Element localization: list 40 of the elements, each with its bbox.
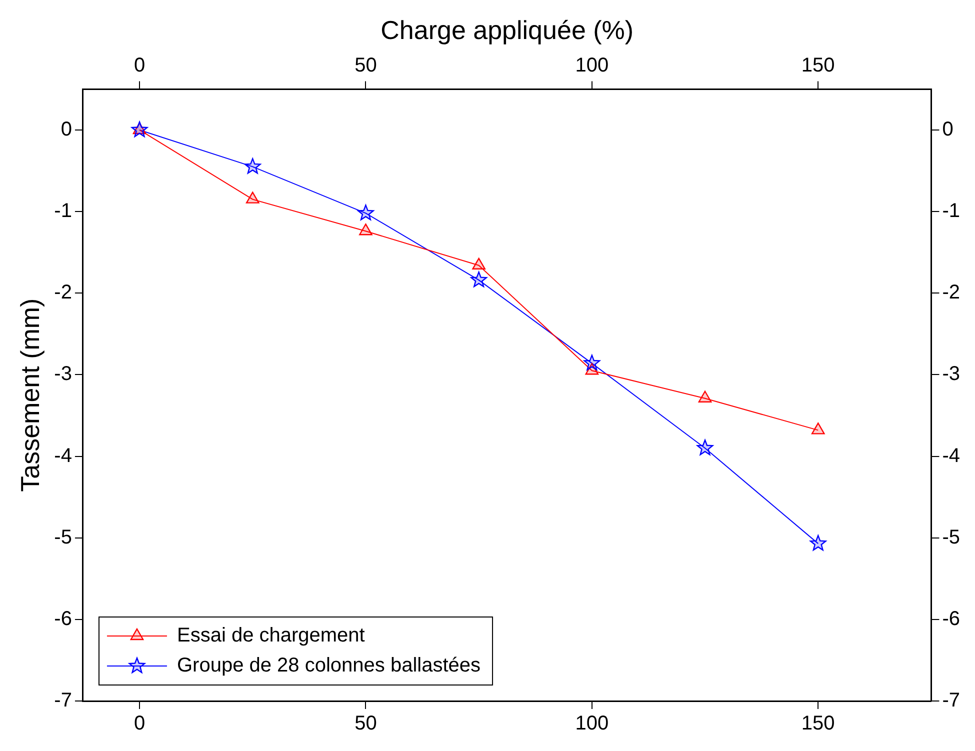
point <box>359 224 372 236</box>
y-tick-label: -2 <box>54 282 72 304</box>
y-tick-label: -7 <box>54 690 72 712</box>
x-tick-label: 50 <box>354 712 377 735</box>
x2-tick-label: 100 <box>575 54 609 77</box>
point <box>811 422 825 434</box>
y2-tick-label: -6 <box>942 608 960 630</box>
y2-tick-label: -1 <box>942 200 960 222</box>
y-tick-label: -4 <box>54 444 72 467</box>
y-tick-label: -3 <box>54 363 72 386</box>
y-axis-title: Tassement (mm) <box>14 298 45 492</box>
y2-tick-label: -4 <box>942 444 960 467</box>
point <box>584 354 600 370</box>
point <box>698 390 712 402</box>
legend-label: Essai de chargement <box>176 624 366 647</box>
x-tick-label: 0 <box>134 712 146 735</box>
y2-tick-label: -5 <box>942 526 960 548</box>
y-tick-label: -6 <box>54 608 72 630</box>
point <box>810 534 826 551</box>
x-tick-label: 100 <box>575 712 609 735</box>
y-tick-label: -5 <box>54 526 72 548</box>
point <box>358 204 374 220</box>
y2-tick-label: 0 <box>942 118 954 140</box>
x2-axis-title: Charge appliquée (%) <box>380 14 634 45</box>
y2-tick-label: -2 <box>942 282 960 304</box>
legend-label: Groupe de 28 colonnes ballastées <box>176 654 481 677</box>
y-tick-label: -1 <box>54 200 72 222</box>
y-tick-label: 0 <box>60 118 72 140</box>
point <box>470 271 488 288</box>
point <box>472 258 486 270</box>
point <box>246 192 260 204</box>
x2-tick-label: 150 <box>801 54 835 77</box>
point <box>696 440 714 456</box>
point <box>131 121 148 138</box>
y2-tick-label: -7 <box>942 690 960 712</box>
x-tick-label: 150 <box>801 712 835 735</box>
y2-tick-label: -3 <box>942 363 960 386</box>
x2-tick-label: 50 <box>354 54 377 77</box>
x2-tick-label: 0 <box>134 54 146 77</box>
point <box>244 158 261 174</box>
